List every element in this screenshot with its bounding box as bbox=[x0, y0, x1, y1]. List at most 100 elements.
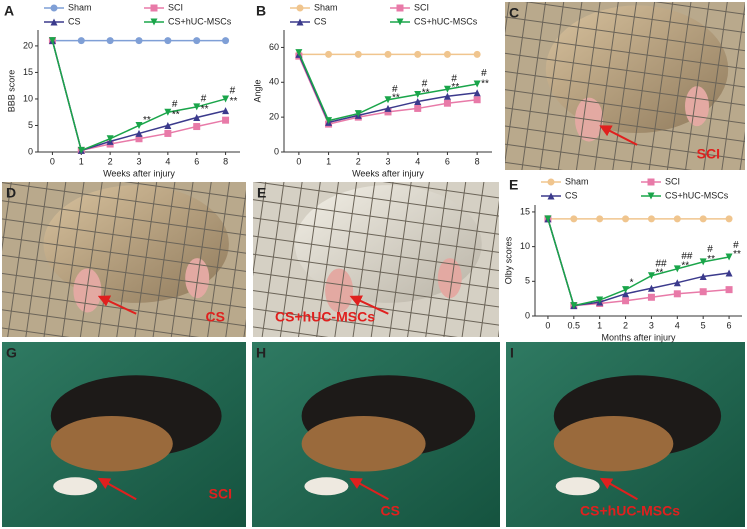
point bbox=[570, 302, 578, 310]
point bbox=[725, 286, 733, 294]
dog-flank bbox=[50, 416, 173, 472]
cage bbox=[253, 182, 499, 337]
photo-label: CS bbox=[381, 503, 400, 519]
point bbox=[443, 99, 451, 107]
y-tick-label: 0 bbox=[28, 146, 33, 156]
photo-label: SCI bbox=[697, 146, 720, 162]
photo-label: CS bbox=[206, 309, 225, 325]
annotation: # bbox=[230, 86, 236, 97]
point bbox=[673, 215, 681, 223]
annotation: ** bbox=[392, 93, 400, 104]
point bbox=[699, 258, 707, 266]
point bbox=[414, 97, 422, 105]
y-tick-label: 0 bbox=[525, 310, 530, 320]
y-axis-label: BBB score bbox=[6, 70, 16, 113]
point bbox=[193, 114, 201, 122]
y-tick-label: 60 bbox=[269, 42, 279, 52]
point bbox=[354, 110, 362, 118]
point bbox=[164, 37, 172, 45]
point bbox=[473, 96, 481, 104]
x-axis-label: Months after injury bbox=[601, 332, 676, 342]
point bbox=[135, 121, 143, 129]
x-tick-label: 2 bbox=[108, 156, 113, 166]
legend-label: CS bbox=[314, 16, 327, 26]
annotation: ** bbox=[230, 96, 238, 107]
panel-letter: D bbox=[6, 185, 16, 201]
point bbox=[570, 215, 578, 223]
point bbox=[193, 123, 201, 131]
panel-letter: I bbox=[510, 345, 514, 361]
point bbox=[384, 50, 392, 58]
x-tick-label: 0.5 bbox=[568, 320, 581, 330]
x-axis-label: Weeks after injury bbox=[103, 168, 175, 178]
point bbox=[673, 290, 681, 298]
arrow bbox=[349, 295, 389, 315]
legend-label: CS+hUC-MSCs bbox=[665, 190, 729, 200]
x-tick-label: 3 bbox=[385, 156, 390, 166]
chart: B 0 20 40 60 0 1 2 3 4 6 8 Weeks after injury Angle Sh… bbox=[252, 2, 492, 178]
legend-marker bbox=[396, 18, 404, 26]
x-tick-label: 1 bbox=[326, 156, 331, 166]
panel-letter: B bbox=[256, 3, 266, 19]
x-tick-label: 1 bbox=[79, 156, 84, 166]
dog-leg bbox=[555, 477, 600, 496]
point bbox=[622, 215, 630, 223]
legend-marker bbox=[647, 192, 655, 200]
legend-label: SCI bbox=[168, 2, 183, 12]
point bbox=[473, 80, 481, 88]
photo-label: CS+hUC-MSCs bbox=[580, 503, 680, 519]
point bbox=[193, 103, 201, 111]
point bbox=[135, 135, 143, 143]
legend-marker bbox=[396, 4, 404, 12]
legend-marker bbox=[296, 18, 304, 26]
y-tick-label: 15 bbox=[23, 67, 33, 77]
point bbox=[222, 95, 230, 103]
legend-label: CS+hUC-MSCs bbox=[168, 16, 232, 26]
x-tick-label: 8 bbox=[223, 156, 228, 166]
legend-marker bbox=[547, 192, 555, 200]
point bbox=[77, 146, 85, 154]
y-tick-label: 5 bbox=[525, 276, 530, 286]
legend-marker bbox=[50, 18, 58, 26]
legend-marker bbox=[296, 4, 304, 12]
x-tick-label: 0 bbox=[545, 320, 550, 330]
legend-label: CS+hUC-MSCs bbox=[414, 16, 478, 26]
point bbox=[544, 215, 552, 223]
point bbox=[222, 37, 230, 45]
annotation: # bbox=[172, 99, 178, 110]
point bbox=[48, 37, 56, 45]
arrow bbox=[97, 477, 137, 501]
annotation: # bbox=[451, 73, 457, 84]
panel-letter: E bbox=[257, 185, 266, 201]
point bbox=[596, 296, 604, 304]
annotation: # bbox=[481, 68, 487, 79]
photo: C SCI bbox=[505, 2, 745, 170]
photo: E CS+hUC-MSCs bbox=[253, 182, 499, 337]
point bbox=[106, 37, 114, 45]
y-tick-label: 20 bbox=[23, 40, 33, 50]
y-tick-label: 15 bbox=[520, 206, 530, 216]
annotation: ** bbox=[481, 79, 489, 90]
x-axis-label: Weeks after injury bbox=[352, 168, 424, 178]
point bbox=[647, 215, 655, 223]
panel-letter: H bbox=[256, 345, 266, 361]
series-line bbox=[547, 218, 730, 307]
point bbox=[222, 107, 230, 115]
photo-label: SCI bbox=[209, 486, 232, 502]
point bbox=[725, 269, 733, 277]
y-tick-label: 10 bbox=[23, 93, 33, 103]
x-tick-label: 1 bbox=[597, 320, 602, 330]
arrow bbox=[97, 295, 137, 315]
annotation: ** bbox=[422, 87, 430, 98]
x-tick-label: 3 bbox=[136, 156, 141, 166]
x-tick-label: 4 bbox=[415, 156, 420, 166]
annotation: ** bbox=[201, 104, 209, 115]
annotation: ## bbox=[655, 259, 667, 270]
x-tick-label: 6 bbox=[445, 156, 450, 166]
chart: E 0 5 10 15 0 0.5 1 2 3 4 5 6 Months after injury Olby… bbox=[503, 176, 742, 342]
point bbox=[325, 50, 333, 58]
point bbox=[135, 37, 143, 45]
point bbox=[443, 92, 451, 100]
arrow bbox=[599, 477, 638, 501]
x-tick-label: 2 bbox=[623, 320, 628, 330]
